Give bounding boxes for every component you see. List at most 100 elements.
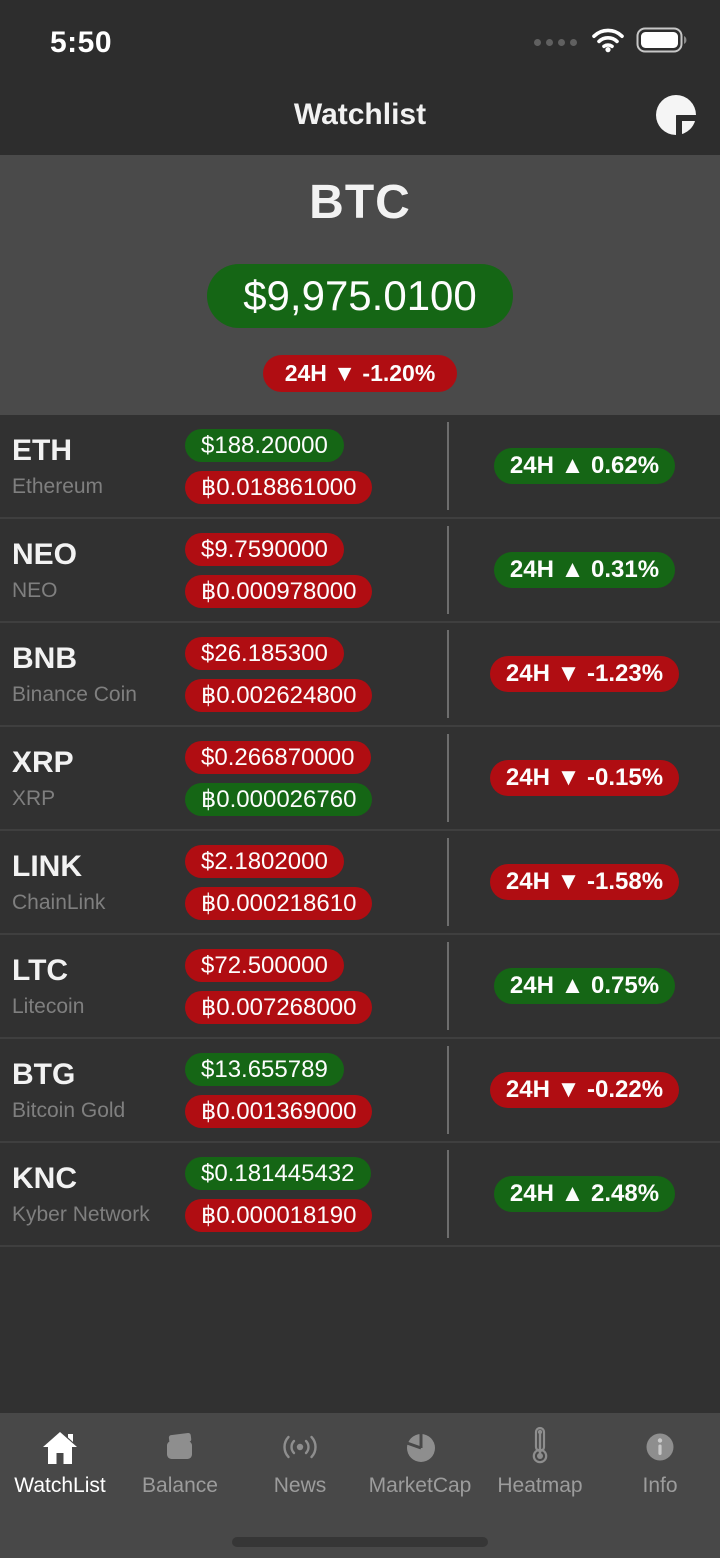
usd-price-pill: $72.500000 [185,948,344,982]
btc-price-pill: ฿0.000026760 [185,782,373,816]
tab-marketcap[interactable]: MarketCap [360,1425,480,1498]
coin-identity: KNC Kyber Network [0,1162,175,1227]
coin-symbol: LTC [12,953,69,987]
pie-chart-icon [401,1425,439,1465]
coin-identity: BNB Binance Coin [0,642,175,707]
status-icons [534,27,688,58]
coin-row[interactable]: XRP XRP $0.266870000 ฿0.000026760 24H ▼ … [0,727,720,831]
change-badge: 24H ▲ 0.62% [493,448,676,484]
coin-symbol: XRP [12,745,74,779]
row-divider [447,942,449,1030]
change-badge: 24H ▼ -0.15% [489,760,680,796]
coin-name: Kyber Network [12,1202,150,1226]
row-divider [447,630,449,718]
usd-price-pill: $0.181445432 [185,1156,371,1190]
tab-watchlist[interactable]: WatchList [0,1425,120,1498]
home-indicator[interactable] [232,1537,488,1547]
change-badge: 24H ▼ -1.23% [489,656,680,692]
change-badge: 24H ▼ -0.22% [489,1072,680,1108]
coin-prices: $0.266870000 ฿0.000026760 [175,740,447,816]
add-coin-button[interactable] [656,95,698,137]
coin-prices: $13.655789 ฿0.001369000 [175,1052,447,1128]
coin-name: Binance Coin [12,682,137,706]
usd-price-pill: $0.266870000 [185,740,371,774]
coin-change: 24H ▼ -1.58% [449,864,720,900]
usd-price-pill: $188.20000 [185,428,344,462]
btc-summary-card[interactable]: BTC $9,975.0100 24H ▼ -1.20% [0,155,720,415]
coin-name: ChainLink [12,890,106,914]
home-icon [41,1425,79,1465]
coin-row[interactable]: NEO NEO $9.7590000 ฿0.000978000 24H ▲ 0.… [0,519,720,623]
clock: 5:50 [50,25,113,59]
btc-change-badge: 24H ▼ -1.20% [262,355,458,392]
thermometer-icon [529,1425,551,1465]
coin-change: 24H ▲ 0.75% [449,968,720,1004]
btc-price-pill: ฿0.002624800 [185,678,373,712]
coin-name: Litecoin [12,994,85,1018]
row-divider [447,734,449,822]
coin-change: 24H ▼ -0.22% [449,1072,720,1108]
coin-prices: $26.185300 ฿0.002624800 [175,636,447,712]
nav-header: Watchlist [0,75,720,155]
coin-change: 24H ▼ -0.15% [449,760,720,796]
coin-row[interactable]: ETH Ethereum $188.20000 ฿0.018861000 24H… [0,415,720,519]
tab-bar: WatchList Balance News [0,1413,720,1558]
coin-name: XRP [12,786,56,810]
coin-name: Ethereum [12,474,104,498]
coin-identity: XRP XRP [0,746,175,811]
row-divider [447,422,449,510]
change-badge: 24H ▲ 2.48% [493,1176,676,1212]
coin-symbol: NEO [12,537,78,571]
coin-row[interactable]: LTC Litecoin $72.500000 ฿0.007268000 24H… [0,935,720,1039]
change-badge: 24H ▲ 0.31% [493,552,676,588]
tab-heatmap[interactable]: Heatmap [480,1425,600,1498]
cellular-signal-icon [534,39,577,46]
coin-list: ETH Ethereum $188.20000 ฿0.018861000 24H… [0,415,720,1247]
tab-news[interactable]: News [240,1425,360,1498]
battery-icon [636,27,688,58]
coin-prices: $72.500000 ฿0.007268000 [175,948,447,1024]
row-divider [447,526,449,614]
usd-price-pill: $9.7590000 [185,532,344,566]
coin-row[interactable]: BNB Binance Coin $26.185300 ฿0.002624800… [0,623,720,727]
coin-identity: LTC Litecoin [0,954,175,1019]
coin-identity: BTG Bitcoin Gold [0,1058,175,1123]
coin-identity: ETH Ethereum [0,434,175,499]
btc-price-pill: ฿0.018861000 [185,470,373,504]
coin-prices: $0.181445432 ฿0.000018190 [175,1156,447,1232]
usd-price-pill: $26.185300 [185,636,344,670]
coin-row[interactable]: BTG Bitcoin Gold $13.655789 ฿0.001369000… [0,1039,720,1143]
row-divider [447,1046,449,1134]
coin-prices: $9.7590000 ฿0.000978000 [175,532,447,608]
coin-prices: $188.20000 ฿0.018861000 [175,428,447,504]
coin-symbol: BTG [12,1057,76,1091]
tab-balance[interactable]: Balance [120,1425,240,1498]
coin-row[interactable]: KNC Kyber Network $0.181445432 ฿0.000018… [0,1143,720,1247]
coin-symbol: LINK [12,849,82,883]
wifi-icon [591,27,625,58]
status-bar: 5:50 [0,0,720,75]
coin-symbol: BNB [12,641,77,675]
coin-row[interactable]: LINK ChainLink $2.1802000 ฿0.000218610 2… [0,831,720,935]
btc-price-pill: ฿0.000978000 [185,574,373,608]
coin-change: 24H ▼ -1.23% [449,656,720,692]
btc-symbol: BTC [309,176,411,229]
coin-change: 24H ▲ 0.31% [449,552,720,588]
btc-price-pill: ฿0.001369000 [185,1094,373,1128]
btc-price-pill: $9,975.0100 [207,264,513,328]
coin-change: 24H ▲ 2.48% [449,1176,720,1212]
coin-name: Bitcoin Gold [12,1098,126,1122]
btc-price-pill: ฿0.000218610 [185,886,373,920]
btc-price-pill: ฿0.007268000 [185,990,373,1024]
coin-identity: LINK ChainLink [0,850,175,915]
broadcast-icon [278,1425,322,1465]
coin-name: NEO [12,578,58,602]
tab-info[interactable]: Info [600,1425,720,1498]
wallet-icon [161,1425,199,1465]
info-icon [642,1425,678,1465]
coin-change: 24H ▲ 0.62% [449,448,720,484]
usd-price-pill: $13.655789 [185,1052,344,1086]
coin-symbol: KNC [12,1161,77,1195]
usd-price-pill: $2.1802000 [185,844,344,878]
btc-price-pill: ฿0.000018190 [185,1198,373,1232]
